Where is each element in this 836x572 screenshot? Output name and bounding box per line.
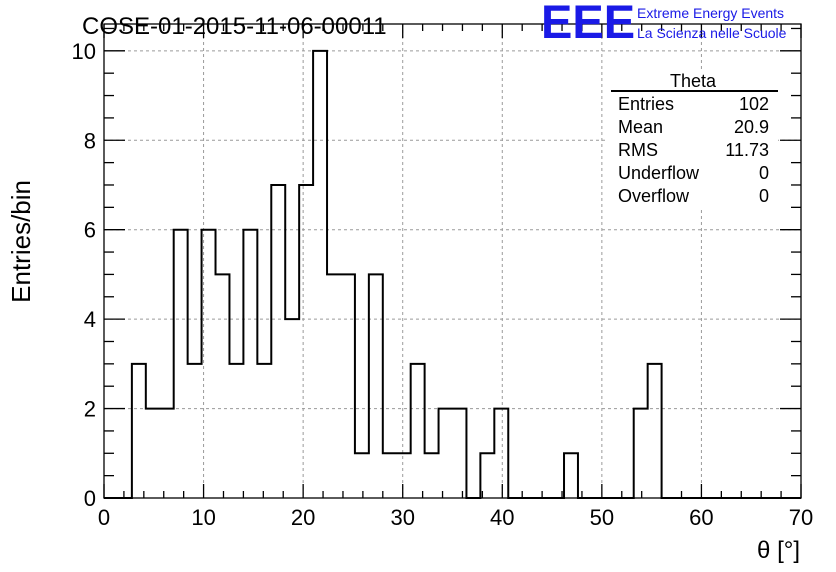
- stats-label-entries: Entries: [618, 94, 674, 114]
- y-tick-label: 10: [72, 39, 96, 64]
- stats-label-rms: RMS: [618, 140, 658, 160]
- y-tick-label: 8: [84, 128, 96, 153]
- x-tick-label: 20: [291, 505, 315, 530]
- stats-box: Theta Entries 102 Mean 20.9 RMS 11.73 Un…: [608, 70, 778, 210]
- histogram-bars: [104, 49, 801, 499]
- stats-value-entries: 102: [739, 94, 769, 114]
- logo-line-2: La Scienza nelle Scuole: [637, 25, 787, 41]
- x-axis-label: θ [°]: [757, 537, 800, 564]
- y-axis-label: Entries/bin: [6, 180, 36, 303]
- x-tick-label: 30: [390, 505, 414, 530]
- run-title: COSE-01-2015-11-06-00011: [82, 13, 387, 40]
- y-tick-label: 2: [84, 397, 96, 422]
- x-tick-label: 0: [98, 505, 110, 530]
- x-tick-label: 50: [590, 505, 614, 530]
- eee-logo: EEE: [541, 0, 635, 48]
- stats-value-overflow: 0: [759, 186, 769, 206]
- stats-label-mean: Mean: [618, 117, 663, 137]
- stats-value-rms: 11.73: [725, 140, 769, 160]
- y-tick-label: 6: [84, 218, 96, 243]
- stats-value-underflow: 0: [759, 163, 769, 183]
- stats-title: Theta: [670, 71, 717, 91]
- stats-label-overflow: Overflow: [618, 186, 690, 206]
- y-tick-label: 4: [84, 307, 96, 332]
- logo-line-1: Extreme Energy Events: [637, 5, 784, 21]
- stats-box-bg: [608, 70, 778, 210]
- x-tick-label: 60: [689, 505, 713, 530]
- x-tick-label: 70: [789, 505, 813, 530]
- stats-label-underflow: Underflow: [618, 163, 700, 183]
- y-tick-label: 0: [84, 486, 96, 511]
- stats-value-mean: 20.9: [734, 117, 769, 137]
- x-tick-label: 10: [191, 505, 215, 530]
- plot-frame: [103, 23, 802, 499]
- x-tick-label: 40: [490, 505, 514, 530]
